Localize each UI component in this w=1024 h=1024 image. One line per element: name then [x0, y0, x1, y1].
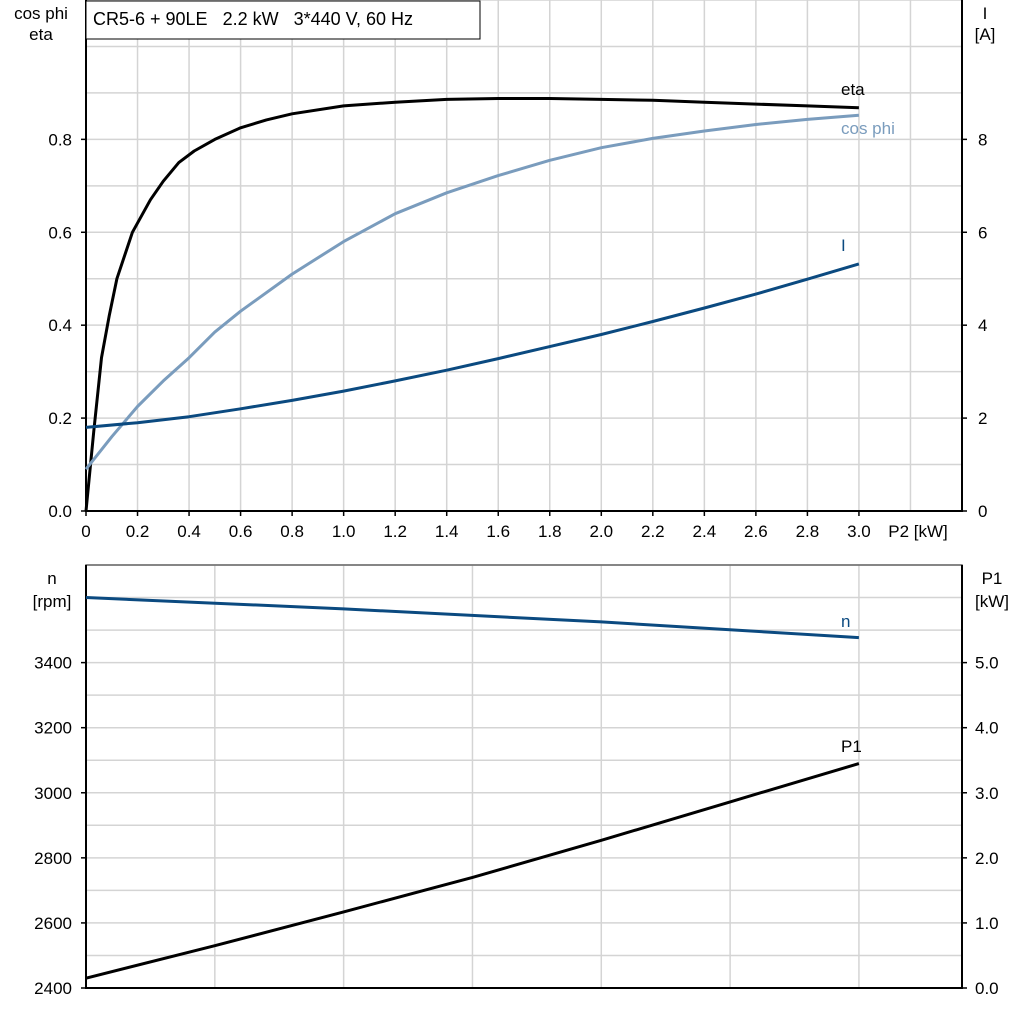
series-label-I: I	[841, 236, 846, 255]
series-n	[85, 596, 859, 640]
y-tick-label-left: 0.0	[48, 502, 72, 521]
y-tick-label-left: 3400	[34, 654, 72, 673]
bottom-left-ylabel-1: n	[47, 569, 56, 588]
title-box	[85, 0, 481, 40]
bottom-left-ylabel-2: [rpm]	[33, 592, 72, 611]
bottom-grid	[85, 564, 963, 989]
y-tick-label-left: 0.8	[48, 130, 72, 149]
top-grid	[85, 0, 963, 512]
series-I	[85, 262, 860, 429]
series-label-P1: P1	[841, 737, 862, 756]
bottom-right-ylabel-1: P1	[982, 569, 1003, 588]
y-tick-label-right: 2	[978, 409, 987, 428]
x-tick-label: 1.4	[435, 522, 459, 541]
x-tick-label: 1.0	[332, 522, 356, 541]
y-tick-label-right: 8	[978, 130, 987, 149]
series-label-n: n	[841, 612, 850, 631]
x-tick-label: 1.2	[383, 522, 407, 541]
y-tick-label-right: 4.0	[975, 719, 999, 738]
x-tick-label: 0.8	[280, 522, 304, 541]
y-tick-label-right: 4	[978, 316, 987, 335]
y-tick-label-left: 3200	[34, 719, 72, 738]
y-tick-label-left: 2400	[34, 979, 72, 998]
x-tick-label: 0.6	[229, 522, 253, 541]
top-axes	[85, 0, 963, 512]
y-tick-label-left: 2600	[34, 914, 72, 933]
series-label-cos-phi: cos phi	[841, 119, 895, 138]
top-right-ylabel-1: I	[983, 4, 988, 23]
y-tick-label-right: 0.0	[975, 979, 999, 998]
series-eta	[84, 97, 859, 512]
x-tick-label: 2.8	[796, 522, 820, 541]
y-tick-label-left: 0.2	[48, 409, 72, 428]
y-tick-label-right: 1.0	[975, 914, 999, 933]
x-tick-label: 0.2	[126, 522, 150, 541]
curves	[84, 97, 860, 980]
series-label-eta: eta	[841, 80, 865, 99]
x-tick-label: 1.6	[486, 522, 510, 541]
x-tick-label: 2.2	[641, 522, 665, 541]
x-tick-label: 3.0	[847, 522, 871, 541]
x-tick-label: 1.8	[538, 522, 562, 541]
y-tick-label-right: 3.0	[975, 784, 999, 803]
x-tick-label: 2.4	[693, 522, 717, 541]
y-tick-label-right: 5.0	[975, 654, 999, 673]
bottom-right-ylabel-2: [kW]	[975, 592, 1009, 611]
top-xlabel: P2 [kW]	[888, 522, 948, 541]
tick-labels: 0 0.2 0.4 0.6 0.8 1.0 1.2 1.4 1.6 1.8 2.0 2.2 2.4 2.6…	[34, 130, 998, 998]
y-tick-label-right: 0	[978, 502, 987, 521]
y-tick-label-left: 2800	[34, 849, 72, 868]
top-left-ylabel-1: cos phi	[14, 4, 68, 23]
bottom-axes	[85, 565, 963, 989]
series-P1	[85, 762, 860, 980]
bottom-frame	[85, 564, 963, 989]
x-tick-label: 0	[81, 522, 90, 541]
y-tick-label-left: 0.4	[48, 316, 72, 335]
x-tick-label: 0.4	[177, 522, 201, 541]
top-right-ylabel-2: [A]	[975, 25, 996, 44]
chart-title: CR5-6 + 90LE 2.2 kW 3*440 V, 60 Hz	[93, 9, 413, 29]
y-tick-label-left: 3000	[34, 784, 72, 803]
y-tick-label-left: 0.6	[48, 223, 72, 242]
y-tick-label-right: 2.0	[975, 849, 999, 868]
series-cos-phi	[84, 113, 860, 471]
top-left-ylabel-2: eta	[29, 25, 53, 44]
y-tick-label-right: 6	[978, 223, 987, 242]
x-tick-label: 2.6	[744, 522, 768, 541]
x-tick-label: 2.0	[589, 522, 613, 541]
